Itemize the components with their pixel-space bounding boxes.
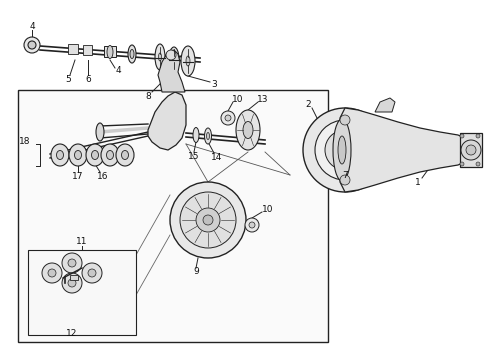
Text: 12: 12: [66, 329, 78, 338]
Polygon shape: [375, 98, 395, 112]
Circle shape: [24, 37, 40, 53]
Ellipse shape: [221, 111, 235, 125]
Ellipse shape: [225, 115, 231, 121]
Ellipse shape: [181, 46, 195, 76]
Bar: [28, 250, 136, 335]
Ellipse shape: [206, 132, 210, 140]
Ellipse shape: [249, 222, 255, 228]
Text: 3: 3: [211, 80, 217, 89]
Circle shape: [88, 269, 96, 277]
Ellipse shape: [155, 44, 165, 70]
Circle shape: [82, 263, 102, 283]
Ellipse shape: [186, 56, 190, 66]
Ellipse shape: [236, 110, 260, 150]
Circle shape: [68, 259, 76, 267]
Text: 17: 17: [72, 171, 84, 180]
Text: 11: 11: [76, 238, 88, 247]
Ellipse shape: [130, 50, 134, 59]
Text: 2: 2: [305, 99, 311, 108]
Ellipse shape: [128, 45, 136, 63]
Ellipse shape: [193, 127, 199, 143]
Text: 9: 9: [193, 267, 199, 276]
Circle shape: [325, 130, 365, 170]
Ellipse shape: [172, 55, 175, 63]
Circle shape: [68, 279, 76, 287]
Ellipse shape: [92, 150, 98, 159]
Ellipse shape: [106, 150, 114, 159]
Polygon shape: [148, 92, 186, 150]
Circle shape: [476, 162, 480, 166]
Circle shape: [460, 162, 464, 166]
Text: 5: 5: [65, 75, 71, 84]
Text: 18: 18: [19, 136, 30, 145]
Circle shape: [48, 269, 56, 277]
Circle shape: [196, 208, 220, 232]
Circle shape: [62, 253, 82, 273]
Ellipse shape: [245, 218, 259, 232]
Circle shape: [28, 41, 36, 49]
Ellipse shape: [169, 47, 179, 71]
Bar: [83, 45, 92, 55]
Ellipse shape: [158, 53, 162, 61]
Text: 4: 4: [115, 66, 121, 75]
Bar: [68, 44, 78, 54]
Ellipse shape: [122, 150, 128, 159]
Text: 6: 6: [85, 75, 91, 84]
Text: 14: 14: [211, 153, 222, 162]
Ellipse shape: [56, 150, 64, 159]
Text: 10: 10: [232, 95, 244, 104]
Polygon shape: [340, 108, 465, 192]
Circle shape: [203, 215, 213, 225]
Circle shape: [476, 134, 480, 138]
Ellipse shape: [116, 144, 134, 166]
Text: 8: 8: [145, 91, 151, 100]
Ellipse shape: [101, 144, 119, 166]
Circle shape: [340, 115, 350, 125]
Circle shape: [461, 140, 481, 160]
Circle shape: [315, 120, 375, 180]
Bar: [70, 275, 78, 280]
Text: 1: 1: [415, 177, 421, 186]
Circle shape: [170, 182, 246, 258]
Ellipse shape: [96, 123, 104, 141]
Ellipse shape: [51, 144, 69, 166]
Ellipse shape: [86, 144, 104, 166]
Circle shape: [62, 273, 82, 293]
Bar: [104, 46, 116, 57]
Text: 7: 7: [342, 171, 348, 180]
Ellipse shape: [204, 128, 212, 144]
Circle shape: [166, 50, 176, 60]
Circle shape: [466, 145, 476, 155]
Ellipse shape: [338, 136, 346, 164]
Ellipse shape: [333, 119, 351, 181]
Ellipse shape: [243, 122, 253, 139]
Ellipse shape: [69, 144, 87, 166]
Bar: [460, 133, 482, 167]
Ellipse shape: [107, 45, 113, 59]
Ellipse shape: [74, 150, 81, 159]
Circle shape: [303, 108, 387, 192]
Bar: [18, 90, 328, 342]
Text: 16: 16: [97, 171, 109, 180]
Text: 15: 15: [188, 152, 200, 161]
Text: 4: 4: [29, 22, 35, 31]
Text: 13: 13: [257, 95, 269, 104]
Polygon shape: [158, 50, 185, 92]
Circle shape: [460, 134, 464, 138]
Circle shape: [42, 263, 62, 283]
Text: 10: 10: [262, 204, 274, 213]
Circle shape: [180, 192, 236, 248]
Circle shape: [340, 175, 350, 185]
